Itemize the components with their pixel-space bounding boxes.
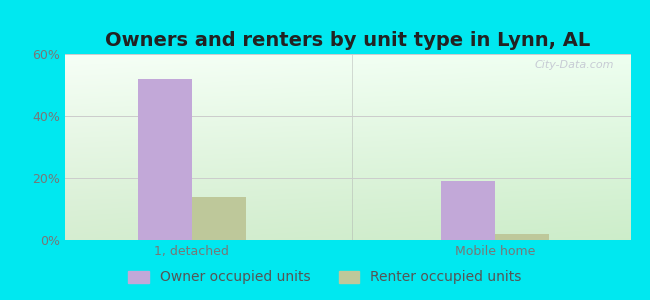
Legend: Owner occupied units, Renter occupied units: Owner occupied units, Renter occupied un… bbox=[123, 265, 527, 290]
Text: City-Data.com: City-Data.com bbox=[534, 60, 614, 70]
Title: Owners and renters by unit type in Lynn, AL: Owners and renters by unit type in Lynn,… bbox=[105, 31, 590, 50]
Bar bbox=[495, 234, 549, 240]
Bar bbox=[192, 196, 246, 240]
Bar bbox=[441, 181, 495, 240]
Bar bbox=[138, 79, 192, 240]
